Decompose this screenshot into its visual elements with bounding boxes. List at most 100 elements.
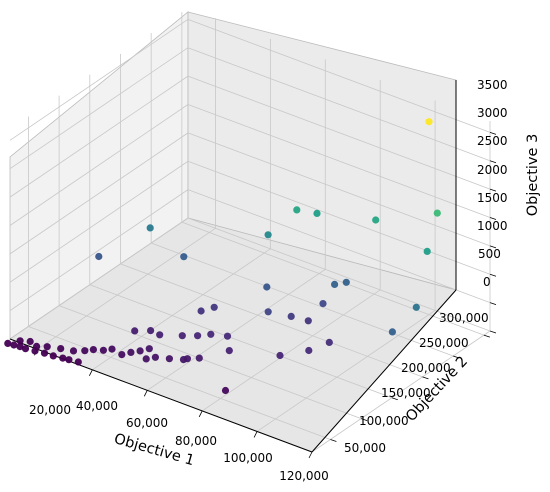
- grid-line: [187, 104, 491, 218]
- data-point: [342, 278, 350, 286]
- y-tick-mark: [422, 376, 429, 380]
- z-tick-mark: [489, 245, 497, 249]
- data-point: [151, 353, 159, 361]
- data-point: [147, 327, 155, 335]
- data-point: [74, 358, 82, 366]
- grid-line: [187, 160, 491, 275]
- data-point: [195, 354, 203, 362]
- data-point: [146, 224, 154, 232]
- data-point: [423, 247, 431, 255]
- y-tick-mark: [360, 418, 368, 422]
- data-point: [16, 343, 24, 351]
- data-point: [325, 338, 333, 346]
- grid-line: [187, 47, 491, 162]
- grid-line: [151, 242, 454, 357]
- data-point: [425, 118, 433, 126]
- data-point: [304, 317, 312, 325]
- z-tick-label: 2500: [477, 134, 508, 148]
- x-tick-label: 120,000: [279, 469, 329, 483]
- y-tick-label: 150,000: [381, 386, 431, 400]
- y-tick-mark: [391, 397, 398, 401]
- z-tick-label: 1000: [477, 219, 508, 233]
- data-point: [95, 252, 103, 261]
- grid-line: [9, 132, 189, 255]
- z-tick-label: 3500: [477, 78, 508, 92]
- grid-line: [9, 104, 189, 226]
- data-point: [4, 339, 12, 347]
- data-point: [264, 231, 272, 239]
- grid-line: [9, 75, 189, 198]
- x-tick-label: 20,000: [29, 403, 71, 417]
- data-point: [319, 300, 327, 308]
- z-tick-mark: [489, 302, 497, 306]
- z-tick-mark: [489, 273, 497, 277]
- data-point: [178, 332, 186, 340]
- x-tick-mark: [198, 410, 203, 418]
- data-point: [108, 345, 116, 353]
- data-point: [26, 337, 34, 346]
- z-tick-mark: [489, 131, 497, 135]
- x-tick-mark: [143, 390, 148, 397]
- z-tick-label: 2000: [477, 163, 508, 177]
- data-point: [165, 355, 173, 363]
- data-point: [293, 206, 301, 214]
- data-point: [263, 283, 271, 291]
- data-point: [372, 216, 380, 224]
- data-point: [21, 345, 30, 353]
- grid-line: [187, 217, 491, 332]
- y-tick-mark: [453, 355, 460, 359]
- data-point: [10, 341, 18, 349]
- z-tick-mark: [489, 160, 497, 164]
- data-point: [225, 347, 233, 355]
- x-tick-label: 40,000: [76, 399, 118, 413]
- data-point: [40, 349, 49, 357]
- grid-line: [311, 330, 491, 453]
- y-tick-label: 100,000: [359, 414, 409, 428]
- y-tick-label: 200,000: [401, 361, 451, 375]
- y-tick-label: 50,000: [344, 441, 386, 455]
- data-point: [89, 346, 97, 354]
- grid-line: [9, 19, 189, 141]
- data-point: [223, 332, 232, 340]
- data-point: [179, 356, 188, 364]
- z-tick-label: 500: [478, 247, 501, 261]
- y-axis-line: [311, 289, 457, 453]
- grid-line: [89, 284, 392, 399]
- data-point: [69, 347, 78, 355]
- y-tick-label: 250,000: [419, 336, 469, 350]
- data-point: [57, 345, 65, 353]
- data-point: [264, 308, 272, 316]
- data-point: [331, 280, 339, 288]
- data-point: [136, 347, 144, 355]
- grid-line: [28, 326, 331, 440]
- z-tick-label: 1500: [477, 191, 508, 205]
- z-axis-label: Objective 3: [525, 134, 541, 217]
- data-point: [194, 332, 202, 340]
- grid-line: [92, 248, 271, 371]
- grid-line: [256, 310, 436, 432]
- grid-line: [120, 263, 423, 378]
- grid-line: [9, 160, 189, 283]
- grid-line: [181, 221, 485, 336]
- data-point: [131, 327, 139, 335]
- x-tick-label: 80,000: [175, 434, 217, 448]
- data-point: [65, 356, 73, 364]
- grid-line: [147, 269, 326, 391]
- grid-line: [37, 227, 216, 350]
- data-point: [49, 352, 57, 360]
- x-tick-mark: [253, 431, 258, 438]
- data-point: [433, 209, 441, 217]
- data-point: [221, 386, 230, 395]
- data-point: [287, 312, 295, 320]
- data-point: [127, 348, 135, 356]
- data-point: [388, 328, 396, 336]
- data-point: [180, 253, 188, 261]
- grid-line: [187, 132, 491, 247]
- data-point: [412, 303, 420, 311]
- grid-line: [187, 75, 491, 190]
- data-point: [59, 354, 67, 362]
- data-point: [99, 346, 107, 354]
- z-tick-mark: [489, 188, 497, 192]
- z-tick-mark: [489, 330, 497, 334]
- y-tick-mark: [483, 334, 490, 338]
